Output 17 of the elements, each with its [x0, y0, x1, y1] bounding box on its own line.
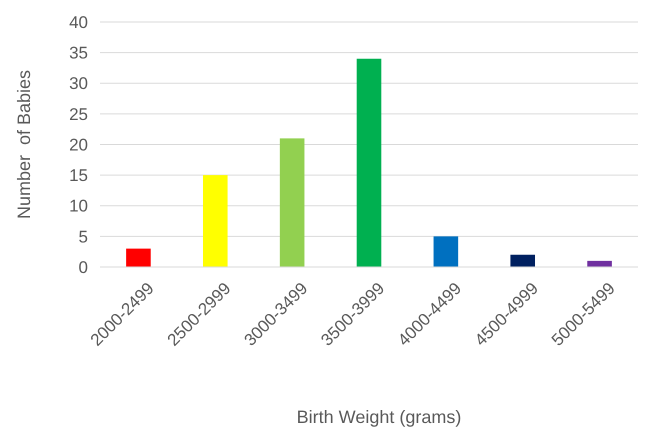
bar [356, 58, 382, 267]
y-tick-label: 40 [69, 12, 88, 32]
bar [280, 138, 304, 267]
bar [510, 254, 536, 267]
bar [202, 175, 228, 267]
x-axis-title: Birth Weight (grams) [296, 407, 462, 427]
bar [434, 236, 458, 267]
y-tick-label: 20 [69, 135, 88, 154]
y-tick-label: 35 [69, 44, 88, 63]
y-axis-title: Number of Babies [14, 70, 34, 220]
y-tick-label: 10 [69, 196, 88, 216]
y-tick-label: 30 [69, 74, 88, 94]
bar [126, 248, 151, 267]
y-tick-label: 0 [78, 258, 88, 277]
y-tick-label: 5 [78, 227, 88, 246]
y-tick-label: 15 [69, 166, 88, 186]
y-tick-label: 25 [69, 104, 88, 124]
